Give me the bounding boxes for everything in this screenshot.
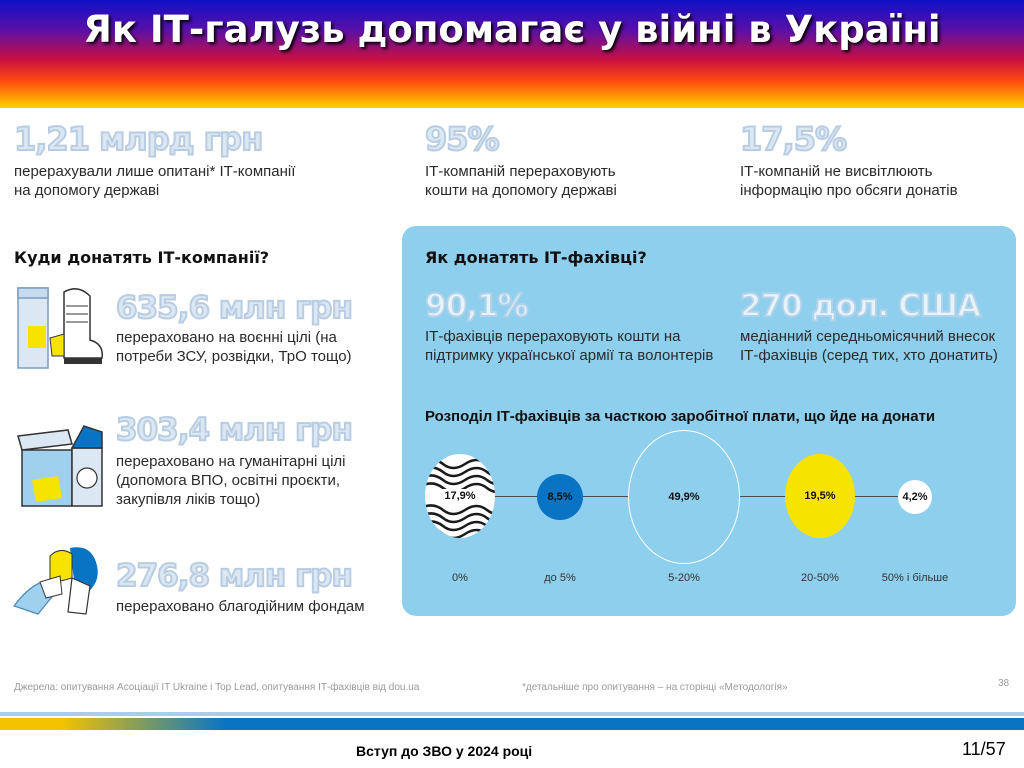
top-stat-text: ІТ-компаній перераховують кошти на допом… <box>425 163 617 199</box>
puzzle-hands-icon <box>10 544 106 620</box>
distribution-title: Розподіл ІТ-фахівців за часткою заробітн… <box>425 408 936 425</box>
specialist-stat-text: медіанний середньомісячний внесок ІТ-фах… <box>740 328 998 364</box>
company-amount: 303,4 млн грн <box>115 411 354 449</box>
distribution-bubble: 4,2% <box>898 480 932 514</box>
aid-box-icon <box>14 422 106 508</box>
methodology-note: *детальніше про опитування – на сторінці… <box>522 682 788 693</box>
company-amount: 276,8 млн грн <box>115 557 354 595</box>
header-banner: Як ІТ-галузь допомагає у війні в Україні <box>0 0 1024 108</box>
footer-label: Вступ до ЗВО у 2024 році <box>356 743 533 759</box>
bubble-label: до 5% <box>544 572 576 584</box>
bubble-value: 49,9% <box>668 491 700 503</box>
distribution-bubble: 19,5% <box>785 454 855 538</box>
military-boot-icon <box>14 286 106 370</box>
bubble-label: 0% <box>452 572 468 584</box>
company-amount: 635,6 млн грн <box>115 289 354 327</box>
bubble-label: 5-20% <box>668 572 700 584</box>
wavy-pattern-icon <box>425 458 495 538</box>
footer-stripe <box>0 712 1024 716</box>
top-stat-value: 95% <box>424 119 501 159</box>
top-stat-value: 17,5% <box>739 119 848 159</box>
companies-heading: Куди донатять ІТ-компанії? <box>14 248 270 267</box>
infographic-slide: 1,21 млрд грн перерахували лише опитані*… <box>0 108 1024 718</box>
top-stat-value: 1,21 млрд грн <box>13 119 264 159</box>
bubble-value: 8,5% <box>547 491 573 503</box>
company-amount-text: перераховано на гуманітарні цілі (допомо… <box>116 453 346 508</box>
sources-note: Джерела: опитування Асоціації IT Ukraine… <box>14 682 420 693</box>
bubble-label: 50% і більше <box>881 572 949 584</box>
page-title: Як ІТ-галузь допомагає у війні в Україні <box>83 8 941 51</box>
specialist-stat-value: 90,1% <box>424 287 530 325</box>
distribution-bubble: 8,5% <box>537 474 583 520</box>
inner-page-number: 38 <box>998 678 1010 689</box>
bubble-value: 4,2% <box>902 491 928 503</box>
slide-number: 11/57 <box>962 739 1006 759</box>
bubble-value: 17,9% <box>442 489 478 503</box>
company-amount-text: перераховано благодійним фондам <box>116 598 365 615</box>
distribution-bubble: 17,9% <box>425 454 495 538</box>
company-amount-text: перераховано на воєнні цілі (на потреби … <box>116 329 352 365</box>
specialist-stat-text: ІТ-фахівців перераховують кошти на підтр… <box>425 328 714 364</box>
bubble-value: 19,5% <box>804 490 836 502</box>
top-stat-text: перерахували лише опитані* ІТ-компанії н… <box>14 163 296 199</box>
specialist-stat-value: 270 дол. США <box>739 287 982 325</box>
distribution-bubble: 49,9% <box>628 430 740 564</box>
top-stat-text: ІТ-компаній не висвітлюють інформацію пр… <box>740 163 958 199</box>
specialists-heading: Як донатять ІТ-фахівці? <box>425 248 647 267</box>
footer-stripe <box>0 718 1024 730</box>
bubble-label: 20-50% <box>801 572 839 584</box>
